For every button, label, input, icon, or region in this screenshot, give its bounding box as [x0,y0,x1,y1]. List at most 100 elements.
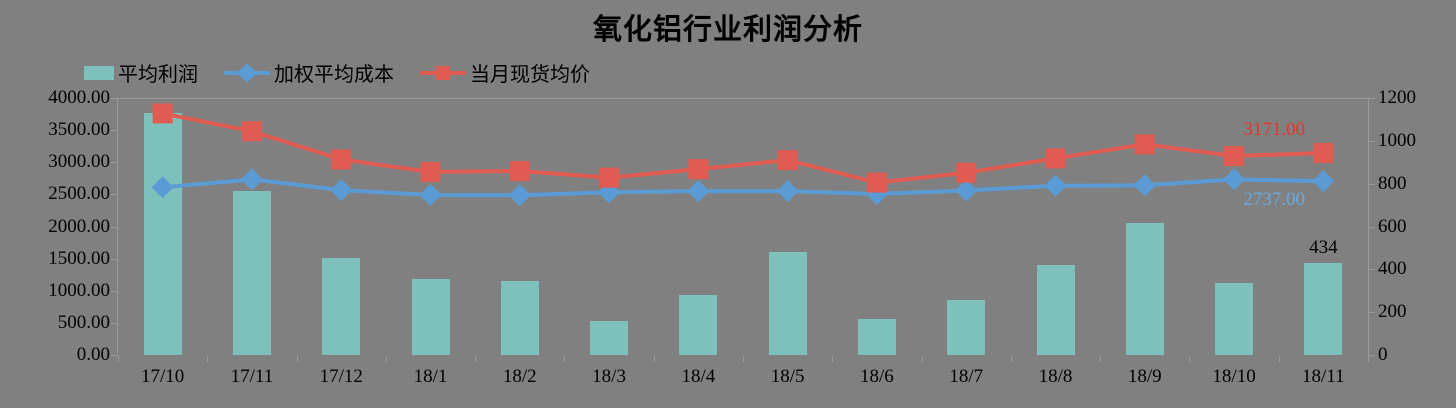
diamond-marker-icon[interactable] [1133,174,1156,197]
x-axis-tick [475,356,477,362]
y-axis-left-tick-label: 500.00 [57,311,110,333]
square-marker-icon[interactable] [866,172,887,193]
y-axis-right-tick-label: 200 [1378,301,1407,323]
weighted-cost-line[interactable] [162,177,1324,198]
chart-title: 氧化铝行业利润分析 [592,12,863,46]
square-marker-icon[interactable] [331,149,352,170]
bar[interactable] [857,319,896,355]
bar[interactable] [1036,265,1075,355]
y-axis-left-tick [111,322,117,324]
y-axis-right-tick-label: 600 [1378,215,1407,237]
bar[interactable] [1125,222,1164,355]
y-axis-left-tick-label: 1500.00 [48,247,110,269]
legend-swatch-line-square-icon [420,65,466,80]
y-axis-left-tick-label: 1000.00 [48,279,110,301]
square-marker-icon[interactable] [956,162,977,183]
y-axis-right-tick-label: 1200 [1378,87,1416,108]
x-axis-tick [1278,356,1280,362]
square-marker-icon[interactable] [420,161,441,182]
y-axis-left-tick [111,355,117,356]
chart-legend: 平均利润 加权平均成本 当月现货均价 [84,58,590,87]
diamond-marker-icon[interactable] [687,180,710,203]
bar[interactable] [768,252,807,355]
legend-item-average-profit[interactable]: 平均利润 [84,58,198,87]
x-axis-tick [118,356,119,362]
square-marker-icon[interactable] [1045,148,1066,169]
diamond-marker-icon[interactable] [508,184,531,207]
y-axis-left-tick [111,226,117,228]
y-axis-right-line [1368,98,1369,356]
y-axis-left-tick [111,258,117,260]
square-marker-icon[interactable] [1224,146,1245,167]
y-axis-left-tick [111,194,117,196]
legend-item-weighted-cost[interactable]: 加权平均成本 [224,58,394,87]
x-axis-labels: 17/10 17/11 17/12 18/1 18/2 18/3 18/4 18/5 18/6 1… [118,366,1368,396]
diamond-marker-icon[interactable] [419,184,442,207]
legend-label-spot-price: 当月现货均价 [470,62,590,86]
x-axis-tick-label: 18/6 [860,366,894,387]
y-axis-left-tick-label: 0.00 [76,344,110,365]
legend-label-weighted-cost: 加权平均成本 [274,62,394,86]
bar[interactable] [232,190,271,355]
y-axis-left-tick-label: 2000.00 [48,215,110,237]
y-axis-left-tick-label: 4000.00 [48,87,110,108]
x-axis-tick-label: 18/3 [592,366,626,387]
x-axis-tick [1189,356,1191,362]
x-axis-tick-label: 18/7 [949,366,984,387]
x-axis-tick-label: 18/9 [1127,366,1162,387]
bar[interactable] [679,295,718,355]
y-axis-left-tick [111,130,117,132]
bar[interactable] [1215,283,1254,355]
bar[interactable] [143,112,182,355]
square-marker-icon[interactable] [509,161,530,182]
diamond-marker-icon[interactable] [955,179,978,202]
square-marker-icon[interactable] [241,121,262,142]
y-axis-right-tick-label: 0 [1378,344,1388,365]
x-axis-tick [1368,356,1369,362]
diamond-marker-icon[interactable] [330,179,353,202]
y-axis-left-tick [111,98,117,99]
square-marker-icon[interactable] [688,159,709,180]
legend-swatch-bar-icon [84,65,114,80]
x-axis-tick [207,356,209,362]
spot-price-line[interactable] [162,111,1324,185]
y-axis-right-tick [1369,312,1375,314]
square-marker-icon[interactable] [599,167,620,188]
diamond-marker-icon[interactable] [151,176,174,199]
x-axis-tick [385,356,387,362]
bar[interactable] [322,257,361,355]
x-axis-tick [1100,356,1102,362]
diamond-marker-icon[interactable] [776,180,799,203]
x-axis-tick-label: 18/8 [1038,366,1073,387]
x-axis-tick [743,356,744,362]
bar[interactable] [411,279,450,355]
square-marker-icon[interactable] [777,150,798,171]
x-axis-tick-label: 17/11 [230,366,274,387]
bar[interactable] [1304,262,1343,355]
diamond-marker-icon[interactable] [240,168,263,191]
y-axis-right-tick-label: 400 [1378,258,1407,280]
y-axis-left-tick-label: 2500.00 [48,183,110,205]
diamond-marker-icon[interactable] [1223,168,1246,191]
x-axis-tick [832,356,834,362]
square-marker-icon[interactable] [152,103,173,124]
bar[interactable] [500,281,539,355]
legend-item-spot-price[interactable]: 当月现货均价 [420,58,590,87]
diamond-marker-icon[interactable] [1312,170,1335,193]
y-axis-left-line [117,98,118,356]
y-axis-right-tick [1369,98,1375,99]
square-marker-icon[interactable] [1134,134,1155,155]
line-series-layer [151,103,1335,207]
y-axis-left-tick [111,162,117,164]
square-marker-icon[interactable] [1313,143,1334,164]
x-axis-tick-label: 18/2 [502,366,537,387]
spot-price-last-label: 3171.00 [1243,119,1306,141]
y-axis-right-tick [1369,269,1375,271]
bar[interactable] [590,321,629,355]
plot-area [111,98,1375,362]
diamond-marker-icon[interactable] [1044,174,1067,197]
y-axis-right-tick [1369,140,1375,142]
x-axis-tick [653,356,655,362]
bar[interactable] [947,300,986,355]
